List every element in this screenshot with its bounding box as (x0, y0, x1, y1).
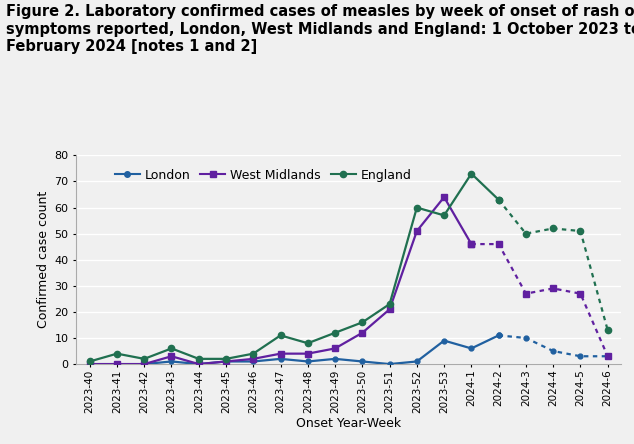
X-axis label: Onset Year-Week: Onset Year-Week (296, 417, 401, 430)
Text: Figure 2. Laboratory confirmed cases of measles by week of onset of rash or
symp: Figure 2. Laboratory confirmed cases of … (6, 4, 634, 54)
Legend: London, West Midlands, England: London, West Midlands, England (110, 164, 417, 187)
Y-axis label: Confirmed case count: Confirmed case count (37, 191, 50, 329)
